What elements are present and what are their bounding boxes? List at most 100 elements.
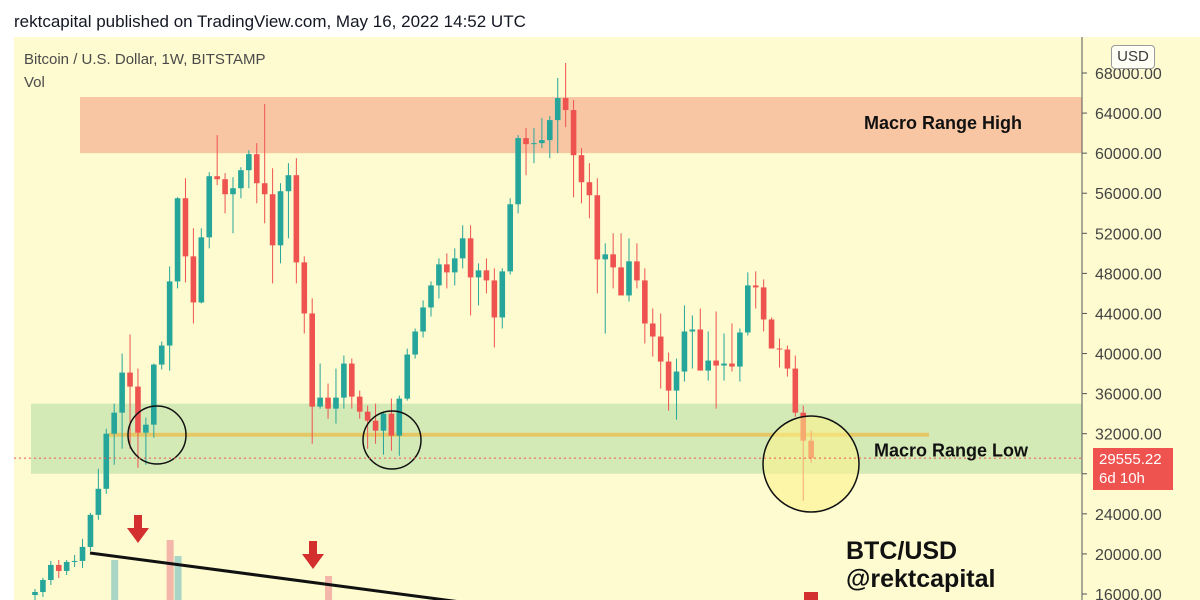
candle[interactable]: [681, 305, 688, 382]
candle[interactable]: [578, 148, 585, 204]
currency-button[interactable]: USD: [1111, 45, 1155, 69]
candle[interactable]: [309, 298, 315, 444]
candle[interactable]: [79, 538, 86, 568]
candle[interactable]: [63, 559, 70, 575]
candle[interactable]: [87, 512, 94, 551]
candle[interactable]: [539, 118, 545, 149]
candle[interactable]: [594, 178, 601, 294]
candle[interactable]: [610, 233, 616, 289]
candle[interactable]: [618, 233, 624, 296]
candle[interactable]: [143, 417, 149, 465]
candle[interactable]: [459, 225, 466, 269]
candle[interactable]: [721, 333, 727, 381]
candle[interactable]: [562, 62, 569, 128]
candle[interactable]: [269, 168, 276, 284]
candle[interactable]: [293, 158, 300, 284]
candle[interactable]: [246, 150, 252, 189]
candle[interactable]: [396, 395, 403, 456]
candle[interactable]: [483, 258, 490, 294]
candle[interactable]: [111, 403, 117, 465]
candle[interactable]: [127, 334, 133, 449]
candle[interactable]: [729, 323, 735, 372]
candle[interactable]: [523, 128, 529, 176]
candle[interactable]: [40, 577, 46, 598]
candle[interactable]: [190, 228, 197, 324]
candle[interactable]: [760, 279, 767, 332]
candle[interactable]: [261, 104, 268, 224]
candle[interactable]: [119, 353, 125, 449]
candle[interactable]: [436, 258, 442, 299]
candle[interactable]: [531, 128, 537, 164]
price-chart[interactable]: Macro Range High Macro Range Low 68000.00…: [14, 37, 1200, 600]
candle[interactable]: [364, 405, 371, 449]
candle[interactable]: [673, 358, 680, 420]
candle[interactable]: [48, 560, 54, 585]
candle[interactable]: [349, 358, 355, 409]
candle[interactable]: [586, 163, 593, 219]
candle[interactable]: [642, 268, 648, 344]
candle[interactable]: [657, 313, 664, 389]
candle[interactable]: [451, 248, 458, 286]
candle[interactable]: [697, 308, 704, 371]
candle[interactable]: [206, 172, 213, 249]
candle[interactable]: [182, 178, 189, 283]
candle[interactable]: [705, 331, 711, 381]
candle[interactable]: [737, 328, 743, 382]
candle[interactable]: [95, 468, 102, 520]
candle[interactable]: [158, 341, 165, 370]
candle[interactable]: [71, 554, 78, 567]
candle[interactable]: [404, 348, 411, 401]
candle[interactable]: [626, 238, 632, 302]
candle[interactable]: [277, 183, 284, 264]
candle[interactable]: [198, 228, 205, 304]
candle[interactable]: [325, 383, 331, 419]
candle[interactable]: [214, 135, 220, 186]
candle[interactable]: [222, 173, 228, 214]
candle[interactable]: [515, 135, 521, 214]
candle[interactable]: [317, 363, 323, 409]
candle[interactable]: [103, 428, 110, 494]
candle[interactable]: [649, 308, 656, 357]
candle[interactable]: [745, 272, 751, 336]
candle[interactable]: [301, 256, 308, 334]
candle[interactable]: [333, 368, 339, 424]
candle[interactable]: [32, 588, 38, 600]
candle[interactable]: [776, 338, 783, 368]
chart-pane[interactable]: Macro Range High Macro Range Low 68000.00…: [14, 37, 1200, 600]
candle[interactable]: [372, 403, 379, 444]
candle[interactable]: [174, 197, 181, 289]
candle[interactable]: [752, 271, 759, 309]
volume-indicator-label[interactable]: Vol: [24, 74, 45, 91]
candle[interactable]: [151, 363, 157, 438]
candle[interactable]: [444, 253, 450, 289]
candle[interactable]: [135, 368, 141, 468]
candle[interactable]: [428, 281, 434, 317]
candle[interactable]: [285, 163, 292, 239]
candle[interactable]: [467, 225, 474, 316]
candle[interactable]: [412, 328, 418, 359]
candle[interactable]: [768, 317, 775, 349]
candle[interactable]: [491, 268, 498, 348]
candle[interactable]: [388, 398, 395, 451]
candle[interactable]: [499, 268, 506, 329]
candle[interactable]: [547, 116, 553, 159]
candle[interactable]: [713, 311, 719, 409]
candle[interactable]: [665, 352, 672, 411]
candle[interactable]: [570, 100, 577, 198]
candle[interactable]: [55, 559, 62, 578]
candle[interactable]: [475, 263, 482, 306]
candle[interactable]: [634, 243, 640, 289]
candle[interactable]: [230, 177, 236, 234]
candle[interactable]: [356, 390, 363, 419]
candle[interactable]: [166, 266, 173, 371]
candle[interactable]: [420, 300, 426, 338]
candle[interactable]: [253, 143, 260, 204]
candle[interactable]: [689, 315, 696, 369]
candle[interactable]: [792, 355, 799, 417]
candle[interactable]: [507, 198, 513, 275]
candle[interactable]: [784, 345, 791, 377]
candle[interactable]: [238, 167, 244, 199]
candle[interactable]: [554, 78, 561, 154]
candle[interactable]: [602, 243, 609, 334]
candle[interactable]: [380, 411, 387, 455]
